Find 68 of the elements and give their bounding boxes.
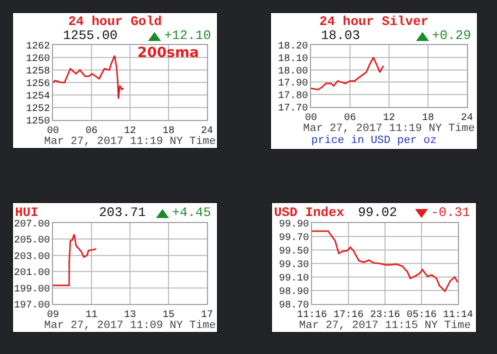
x-axis-title: Mar 27, 2017 11:09 NY Time [44,320,216,332]
y-tick-label: 199.00 [14,284,50,296]
y-tick-label: 99.90 [278,220,309,230]
text: +0.29 [432,28,471,43]
y-tick-label: 1256 [26,79,50,90]
x-tick-label: 11:14 [442,310,474,321]
x-tick-label: 11:16 [296,310,328,321]
y-tick-label: 18.20 [278,42,308,52]
y-tick-label: 99.50 [278,246,309,258]
chart-subtitle: 1255.00 [63,28,118,43]
y-tick-label: 203.00 [14,252,50,263]
x-tick-label: 00 [304,113,318,124]
y-tick-label: 1254 [26,92,50,102]
x-tick-label: 23:16 [370,310,400,321]
x-tick-label: 17 [200,310,214,321]
x-axis-title: Mar 27, 2017 11:15 NY Time [299,320,471,332]
x-tick-label: 09 [46,310,60,321]
y-tick-label: 1252 [26,104,50,115]
y-tick-label: 98.70 [278,300,309,312]
text: price in USD per oz [310,135,438,147]
y-tick-label: 17.90 [278,78,308,90]
x-tick-label: 18 [162,126,175,137]
x-tick-label: 15 [162,310,175,321]
x-tick-label: 11 [85,310,98,321]
x-axis-title: Mar 27, 2017 11:19 NY Time [44,136,216,148]
annotation: 200sma [137,45,199,61]
text: -0.31 [430,205,470,220]
y-tick-label: 1262 [26,42,50,52]
y-tick-label: 18.10 [278,54,308,65]
line-series [53,234,98,286]
text: +12.10 [164,28,211,43]
line-series [311,56,385,90]
x-axis-title: Mar 27, 2017 11:19 NY Time [303,123,475,135]
text: +4.45 [172,205,211,220]
y-tick-label: 207.00 [14,220,50,230]
chart-subtitle: 18.03 [321,28,360,43]
x-tick-label: 05:16 [406,310,437,321]
y-tick-label: 1260 [26,54,50,65]
chart-subtitle: 99.02 [358,205,398,220]
chart-title: 24 hour Silver [318,14,430,29]
chart-title: USD Index [274,205,344,220]
chart-title: HUI [15,205,38,220]
x-tick-label: 24 [460,113,474,124]
line-series [53,54,124,100]
y-tick-label: 197.00 [14,300,50,312]
y-tick-label: 1258 [26,66,50,78]
x-tick-label: 12 [124,126,136,137]
y-tick-label: 99.30 [278,260,309,271]
chart-title: 24 hour Gold [67,14,163,29]
x-tick-label: 13 [124,310,136,321]
x-tick-label: 06 [85,126,98,137]
x-tick-label: 06 [344,113,356,124]
y-tick-label: 99.70 [278,233,309,244]
y-tick-label: 1250 [26,116,50,128]
y-tick-label: 17.80 [278,91,308,102]
x-tick-label: 24 [200,126,214,137]
x-tick-label: 00 [46,126,60,137]
chart-subtitle: 203.71 [99,205,146,220]
y-tick-label: 17.70 [278,104,308,114]
y-tick-label: 18.00 [278,66,308,78]
line-series [312,230,458,292]
y-tick-label: 99.10 [278,274,309,284]
y-tick-label: 201.00 [14,268,50,280]
x-tick-label: 18 [422,113,434,124]
y-tick-label: 98.90 [278,287,309,298]
x-tick-label: 12 [382,113,396,124]
x-tick-label: 17:16 [334,310,364,321]
y-tick-label: 205.00 [14,236,50,247]
